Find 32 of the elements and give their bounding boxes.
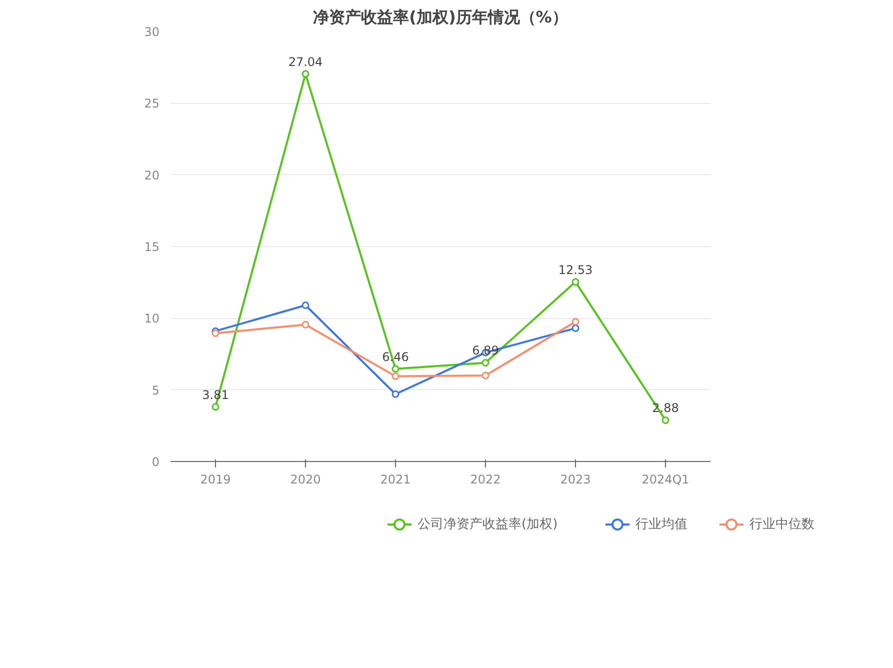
y-tick-label: 25 (144, 96, 160, 111)
y-tick-label: 15 (144, 240, 160, 254)
y-tick-label: 10 (144, 312, 160, 326)
point (572, 278, 580, 286)
x-tick-label: 2024Q1 (642, 472, 690, 486)
point (302, 302, 310, 310)
x-tick-label: 2023 (560, 472, 591, 486)
x-tick-label: 2019 (200, 472, 231, 486)
point (572, 318, 580, 326)
y-tick-label: 5 (152, 383, 160, 398)
data-label: 12.53 (558, 262, 593, 277)
point (662, 416, 670, 424)
point (482, 372, 490, 380)
legend-label: 公司净资产收益率(加权) (418, 516, 558, 532)
data-label: 27.04 (288, 54, 323, 69)
point (572, 324, 580, 332)
point (212, 403, 220, 411)
chart-title: 净资产收益率(加权)历年情况（%） (313, 8, 568, 26)
y-tick-label: 0 (152, 455, 160, 469)
point (392, 372, 400, 380)
point (392, 365, 400, 373)
point (302, 70, 310, 78)
y-tick-label: 20 (144, 168, 160, 182)
point (482, 359, 490, 366)
point (392, 390, 400, 398)
x-tick-label: 2022 (470, 472, 501, 486)
x-tick-label: 2021 (380, 472, 411, 486)
x-tick-label: 2020 (290, 472, 321, 486)
y-tick-label: 30 (144, 25, 160, 39)
legend-label: 行业中位数 (750, 517, 814, 532)
legend-label: 行业均值 (636, 517, 688, 532)
point (302, 320, 310, 328)
